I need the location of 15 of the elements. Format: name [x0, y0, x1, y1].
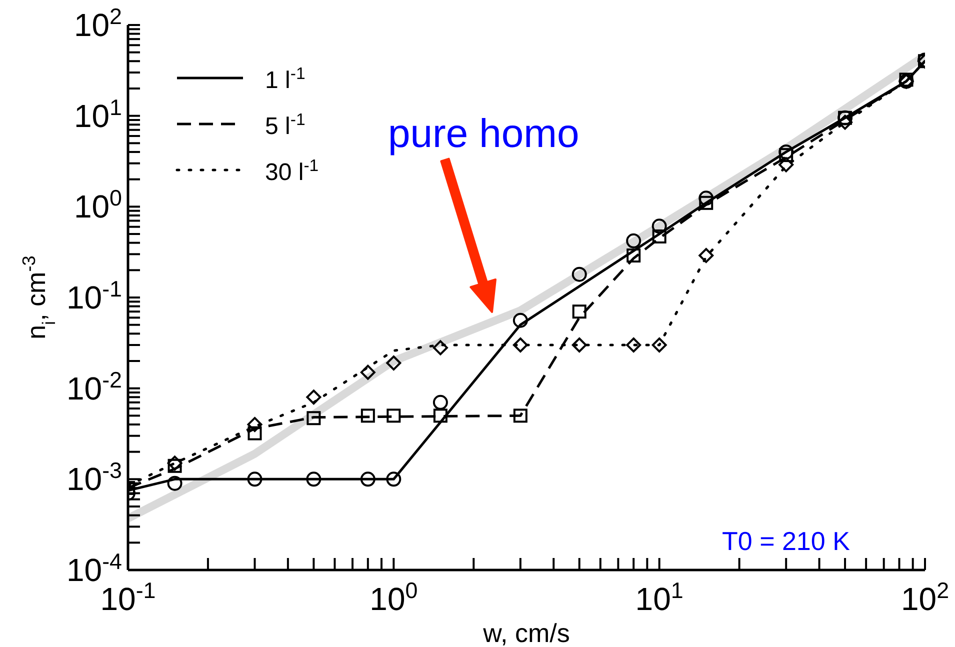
y-tick-label: 10$^{-3}$: [66, 458, 122, 498]
y-tick-label: 10$^{2}$: [74, 4, 122, 43]
legend-label: 30 l$^{-1}$: [265, 156, 319, 186]
x-tick-label: 10$^{0}$: [370, 578, 418, 617]
y-tick-label: 10$^{-1}$: [66, 276, 122, 316]
y-tick-label: 10$^{0}$: [74, 185, 122, 225]
x-tick-label: 10$^{2}$: [900, 578, 950, 617]
y-tick-label: 10$^{1}$: [74, 94, 122, 134]
legend-label: 1 l$^{-1}$: [265, 64, 306, 94]
y-tick-label: 10$^{-2}$: [66, 366, 122, 406]
annotation: pure homo: [388, 112, 580, 156]
x-axis-title: w, cm/s: [482, 618, 570, 647]
legend-label: 5 l$^{-1}$: [265, 110, 306, 140]
x-tick-label: 10$^{1}$: [635, 578, 684, 617]
annotation: T0 = 210 K: [722, 526, 850, 556]
